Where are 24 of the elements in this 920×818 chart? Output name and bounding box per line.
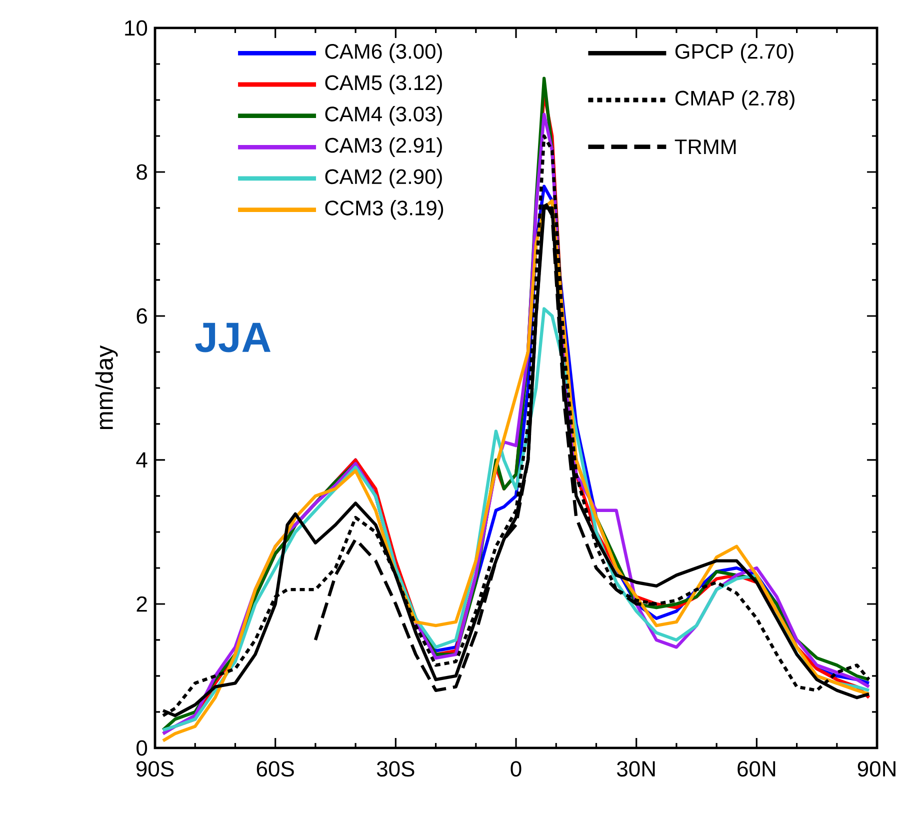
legend-label: CAM4 (3.03) [325,106,442,126]
x-tick-label: 0 [510,761,522,777]
x-tick-label: 30N [617,761,655,777]
y-tick-label: 4 [136,452,148,468]
legend-label: CAM5 (3.12) [325,74,442,94]
legend-label: CAM6 (3.00) [325,43,442,63]
legend-label: CMAP (2.78) [675,90,794,110]
y-tick-label: 6 [136,308,147,324]
legend-label: CAM2 (2.90) [325,168,442,188]
y-tick-label: 0 [136,740,148,756]
y-tick-label: 2 [136,596,147,612]
x-tick-label: 60N [738,761,776,777]
legend-label: TRMM [674,140,736,154]
y-tick-label: 8 [136,164,147,180]
legend-label: CCM3 (3.19) [325,200,444,220]
y-tick-label: 10 [125,20,148,36]
legend-label: CAM3 (2.91) [325,137,442,157]
x-tick-label: 60S [256,761,294,777]
legend-label: GPCP (2.70) [675,43,794,63]
x-tick-label: 90N [858,761,896,777]
x-tick-label: 90S [136,761,174,777]
y-axis-title: mm/day [95,345,118,430]
annotation: JJA [195,322,270,352]
x-tick-label: 30S [376,761,414,777]
